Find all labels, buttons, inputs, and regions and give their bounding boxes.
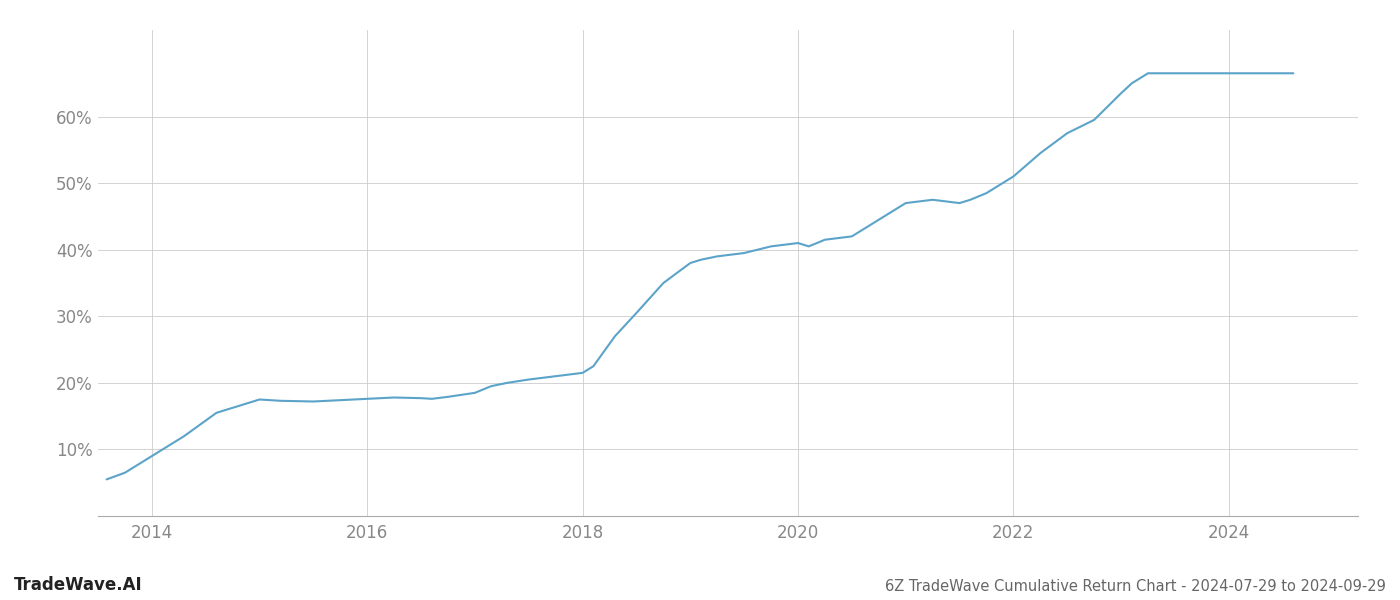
Text: 6Z TradeWave Cumulative Return Chart - 2024-07-29 to 2024-09-29: 6Z TradeWave Cumulative Return Chart - 2… [885, 579, 1386, 594]
Text: TradeWave.AI: TradeWave.AI [14, 576, 143, 594]
